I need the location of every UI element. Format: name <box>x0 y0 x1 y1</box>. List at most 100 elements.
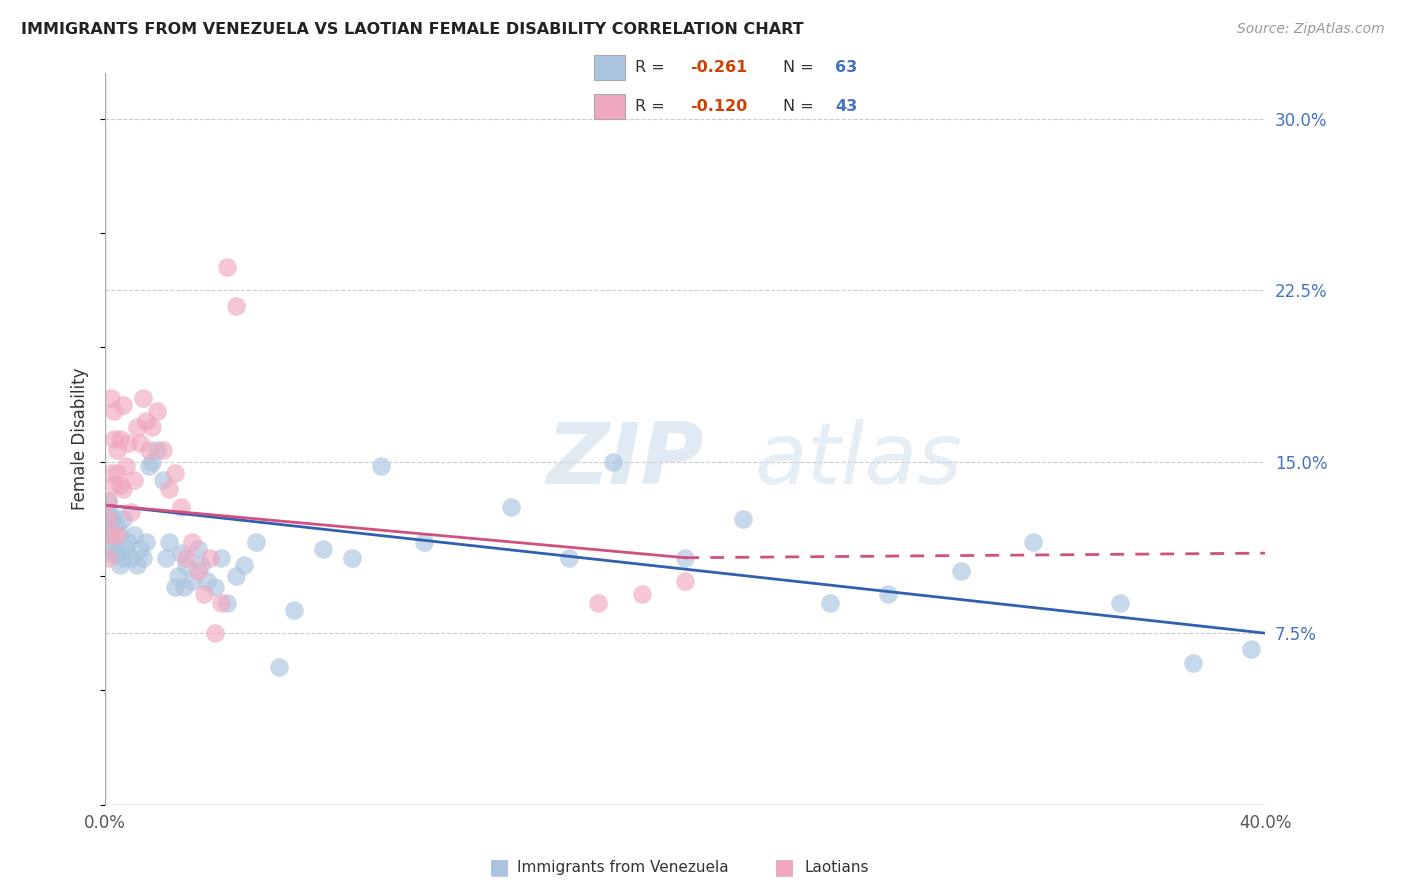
Text: Source: ZipAtlas.com: Source: ZipAtlas.com <box>1237 22 1385 37</box>
Point <box>152 473 174 487</box>
Point <box>283 603 305 617</box>
Point <box>173 581 195 595</box>
Point <box>146 404 169 418</box>
Point <box>820 597 842 611</box>
Point <box>176 550 198 565</box>
Point <box>122 473 145 487</box>
Point <box>97 493 120 508</box>
Point <box>132 391 155 405</box>
Point <box>163 581 186 595</box>
Point <box>138 443 160 458</box>
Point <box>1240 642 1263 657</box>
Point <box>169 546 191 560</box>
Text: R =: R = <box>636 99 671 114</box>
Point <box>190 558 212 572</box>
Point <box>103 432 125 446</box>
Point <box>733 512 755 526</box>
Point <box>138 459 160 474</box>
Point <box>111 550 134 565</box>
Text: IMMIGRANTS FROM VENEZUELA VS LAOTIAN FEMALE DISABILITY CORRELATION CHART: IMMIGRANTS FROM VENEZUELA VS LAOTIAN FEM… <box>21 22 804 37</box>
Text: ■: ■ <box>775 857 794 877</box>
Point <box>97 493 120 508</box>
Text: Immigrants from Venezuela: Immigrants from Venezuela <box>517 860 730 874</box>
Point <box>100 512 122 526</box>
Point <box>117 534 139 549</box>
Point <box>122 528 145 542</box>
Point <box>413 534 436 549</box>
Point <box>204 581 226 595</box>
Point <box>105 518 128 533</box>
Text: N =: N = <box>783 60 820 75</box>
Point <box>166 569 188 583</box>
Point <box>195 574 218 588</box>
Point <box>169 500 191 515</box>
Point <box>225 569 247 583</box>
Text: Laotians: Laotians <box>804 860 869 874</box>
Point <box>97 550 120 565</box>
Point <box>108 528 131 542</box>
Point <box>215 260 238 275</box>
Point <box>558 550 581 565</box>
Point <box>135 413 157 427</box>
Point <box>233 558 256 572</box>
Point <box>152 443 174 458</box>
Point <box>187 541 209 556</box>
Point <box>187 565 209 579</box>
Point <box>117 436 139 450</box>
Text: 63: 63 <box>835 60 858 75</box>
Point <box>100 528 122 542</box>
Point <box>312 541 335 556</box>
Text: N =: N = <box>783 99 820 114</box>
Point <box>105 528 128 542</box>
Point <box>129 541 152 556</box>
Point <box>129 436 152 450</box>
Point <box>100 466 122 480</box>
Point <box>340 550 363 565</box>
Point <box>630 587 652 601</box>
Point <box>1022 534 1045 549</box>
Point <box>132 550 155 565</box>
Text: R =: R = <box>636 60 671 75</box>
Point <box>209 597 232 611</box>
Point <box>163 466 186 480</box>
Point <box>103 404 125 418</box>
Point <box>97 505 120 519</box>
Point <box>105 443 128 458</box>
Point <box>103 477 125 491</box>
Point <box>100 523 122 537</box>
Text: ZIP: ZIP <box>546 419 703 502</box>
FancyBboxPatch shape <box>593 94 624 120</box>
Point <box>1181 656 1204 670</box>
Point <box>108 558 131 572</box>
Text: -0.261: -0.261 <box>690 60 748 75</box>
Point <box>209 550 232 565</box>
Point <box>245 534 267 549</box>
Point <box>370 459 392 474</box>
Point <box>146 443 169 458</box>
Point <box>100 528 122 542</box>
Point <box>105 466 128 480</box>
Point <box>181 534 204 549</box>
Point <box>97 521 120 535</box>
Point <box>103 534 125 549</box>
Point <box>141 455 163 469</box>
Point <box>108 432 131 446</box>
Point <box>120 550 142 565</box>
Point <box>193 587 215 601</box>
Text: 43: 43 <box>835 99 858 114</box>
Point <box>588 597 610 611</box>
Y-axis label: Female Disability: Female Disability <box>72 368 89 510</box>
Text: -0.120: -0.120 <box>690 99 748 114</box>
Point <box>111 512 134 526</box>
Point <box>114 541 136 556</box>
Point <box>105 546 128 560</box>
Point <box>225 299 247 313</box>
Point <box>673 550 696 565</box>
Point <box>215 597 238 611</box>
Point <box>877 587 900 601</box>
Point <box>111 398 134 412</box>
Point <box>204 626 226 640</box>
Point <box>114 459 136 474</box>
Point <box>501 500 523 515</box>
Point <box>602 455 624 469</box>
